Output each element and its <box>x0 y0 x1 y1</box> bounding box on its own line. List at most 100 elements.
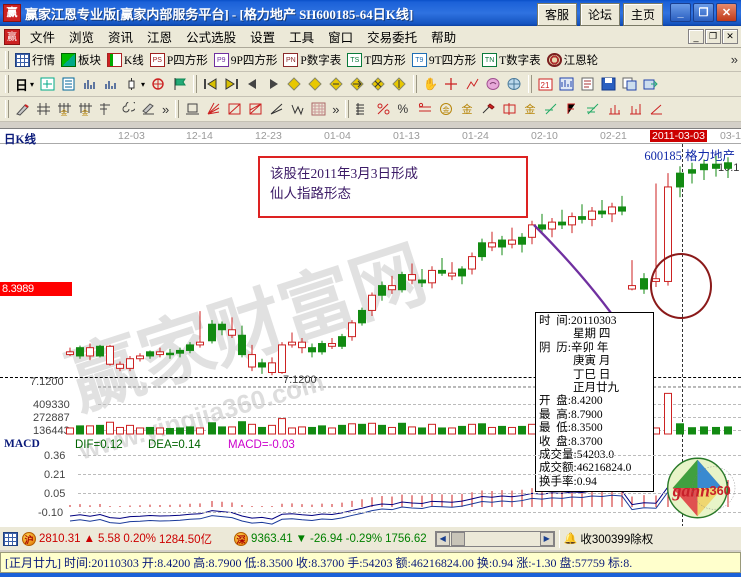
menu-settings[interactable]: 设置 <box>250 31 276 45</box>
t-square-button[interactable]: TS T四方形 <box>344 50 409 70</box>
toolbar2-grip4[interactable] <box>528 75 533 93</box>
scroll-thumb[interactable] <box>450 531 465 546</box>
gann-fan-tool[interactable]: 金 <box>54 99 75 119</box>
frame-tool[interactable] <box>182 99 203 119</box>
save-button[interactable] <box>598 74 619 94</box>
menu-window[interactable]: 窗口 <box>328 31 354 45</box>
export-button[interactable] <box>640 74 661 94</box>
f-slash-tool[interactable] <box>562 99 583 119</box>
eq-slash-tool[interactable] <box>583 99 604 119</box>
toolbar-grip[interactable] <box>5 50 9 69</box>
p9-square-button[interactable]: P9 9P四方形 <box>211 50 281 70</box>
mdi-minimize-icon[interactable]: _ <box>688 29 704 44</box>
mdi-close-icon[interactable]: ✕ <box>722 29 738 44</box>
percent-tool[interactable] <box>373 99 394 119</box>
fork-tool[interactable] <box>33 99 54 119</box>
ladder-tool[interactable] <box>352 99 373 119</box>
drawline-button[interactable] <box>462 74 483 94</box>
copy-button[interactable] <box>619 74 640 94</box>
home-button[interactable]: 主页 <box>622 3 663 26</box>
dropdown2-icon[interactable]: ▾ <box>141 79 146 89</box>
fan-tool[interactable] <box>203 99 224 119</box>
scroll-left-icon[interactable]: ◀ <box>435 531 450 546</box>
t9-square-button[interactable]: T9 9T四方形 <box>409 50 479 70</box>
p-square-button[interactable]: PS P四方形 <box>147 50 211 70</box>
menu-formula-stock[interactable]: 公式选股 <box>186 31 237 45</box>
last-button[interactable] <box>221 74 242 94</box>
status-grid-icon[interactable] <box>3 531 18 546</box>
gold-frame-tool[interactable]: 金 <box>520 99 541 119</box>
zoom-tool-5[interactable] <box>368 74 389 94</box>
gold-circle-tool[interactable]: 金 <box>436 99 457 119</box>
sector-button[interactable]: 板块 <box>58 50 104 70</box>
brain-button[interactable] <box>483 74 504 94</box>
menu-file[interactable]: 文件 <box>30 31 56 45</box>
zoom-tool-6[interactable] <box>389 74 410 94</box>
scroll-right-icon[interactable]: ▶ <box>539 531 554 546</box>
pen2-tool[interactable] <box>138 99 159 119</box>
sh-index-cell[interactable]: 沪 2810.31 ▲ 5.58 0.20% 1284.50亿 <box>18 528 216 550</box>
first-button[interactable] <box>200 74 221 94</box>
toolbar3-grip[interactable] <box>5 100 9 118</box>
close-icon[interactable]: ✕ <box>716 3 737 22</box>
build-tool[interactable] <box>604 99 625 119</box>
menu-help[interactable]: 帮助 <box>431 31 457 45</box>
p-number-button[interactable]: PN P数字表 <box>280 50 344 70</box>
crosshair-button[interactable] <box>441 74 462 94</box>
window-tool[interactable] <box>37 74 58 94</box>
sz-index-cell[interactable]: 深 9363.41 ▼ -26.94 -0.29% 1756.62 <box>230 528 431 550</box>
zoom-tool-1[interactable] <box>284 74 305 94</box>
toolbar3-grip2[interactable] <box>175 100 180 118</box>
red-frame-tool[interactable] <box>499 99 520 119</box>
prev-button[interactable] <box>242 74 263 94</box>
gann-fan-tool-2[interactable]: 金 <box>75 99 96 119</box>
toolbar3-group1-overflow-icon[interactable]: » <box>162 101 170 117</box>
angle-tool[interactable] <box>266 99 287 119</box>
toolbar2-grip2[interactable] <box>193 75 198 93</box>
menu-tools[interactable]: 工具 <box>289 31 315 45</box>
calendar-button[interactable]: 21 <box>535 74 556 94</box>
zoom-tool-3[interactable] <box>326 74 347 94</box>
settings-tool[interactable] <box>148 74 169 94</box>
doc-button[interactable] <box>577 74 598 94</box>
t-number-button[interactable]: TN T数字表 <box>479 50 544 70</box>
status-scrollbar[interactable]: ◀ ▶ <box>434 530 555 547</box>
menu-trade[interactable]: 交易委托 <box>367 31 418 45</box>
toolbar1-overflow-icon[interactable]: » <box>730 52 738 67</box>
forum-button[interactable]: 论坛 <box>579 3 620 26</box>
gold-bar-tool[interactable]: 金 <box>457 99 478 119</box>
zoom-tool-4[interactable] <box>347 74 368 94</box>
toolbar3-grip3[interactable] <box>345 100 350 118</box>
mdi-restore-icon[interactable]: ❐ <box>705 29 721 44</box>
toolbar2-grip3[interactable] <box>413 75 418 93</box>
quotes-button[interactable]: 行情 <box>12 50 58 70</box>
list-tool[interactable] <box>58 74 79 94</box>
period-selector[interactable]: 日 ▾ <box>12 74 37 94</box>
candle-tool[interactable]: ▾ <box>121 74 148 94</box>
box-tool[interactable] <box>224 99 245 119</box>
network-button[interactable] <box>504 74 525 94</box>
maximize-icon[interactable]: ❐ <box>693 3 714 22</box>
report-button[interactable] <box>556 74 577 94</box>
toolbar2-grip[interactable] <box>5 75 9 93</box>
box-tool-2[interactable] <box>245 99 266 119</box>
grid-tool[interactable] <box>308 99 329 119</box>
pen-tool[interactable] <box>12 99 33 119</box>
zigzag-tool[interactable] <box>287 99 308 119</box>
minimize-icon[interactable]: _ <box>670 3 691 22</box>
kline-button[interactable]: K线 <box>104 50 147 70</box>
chart-area[interactable]: 赢家财富网 www.yingjia360.com QQ:1731457646 1… <box>0 128 741 526</box>
gold-pour-tool[interactable] <box>478 99 499 119</box>
zoom-tool-2[interactable] <box>305 74 326 94</box>
gann-wheel-button[interactable]: 江恩轮 <box>544 50 602 70</box>
flag-tool[interactable] <box>169 74 190 94</box>
spiral-tool[interactable] <box>117 99 138 119</box>
percent-symbol-tool[interactable]: % <box>394 99 415 119</box>
menu-gann[interactable]: 江恩 <box>147 31 173 45</box>
slash-tool[interactable] <box>541 99 562 119</box>
f-lines-tool[interactable] <box>96 99 117 119</box>
build-tool-2[interactable] <box>625 99 646 119</box>
toolbar3-group2-overflow-icon[interactable]: » <box>332 101 340 117</box>
notice-cell[interactable]: 🔔 收300399除权 <box>560 528 658 550</box>
service-button[interactable]: 客服 <box>536 3 577 26</box>
